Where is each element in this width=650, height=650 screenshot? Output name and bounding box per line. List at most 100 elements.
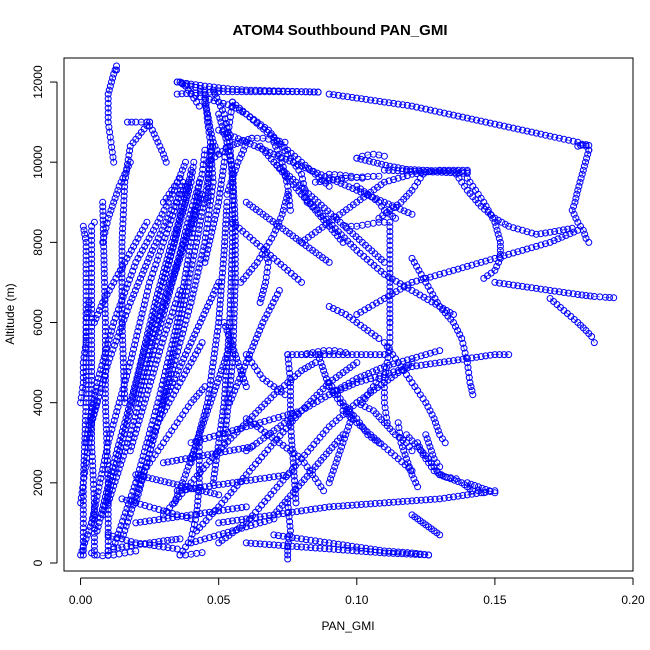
data-point [109,532,117,540]
data-point [380,499,388,507]
data-point [431,167,439,175]
data-point [256,475,264,483]
data-point [82,265,90,273]
series-track [411,258,474,395]
data-point [416,551,424,559]
data-point [231,237,239,245]
data-point [263,268,271,276]
data-point [206,299,213,306]
data-point [316,351,324,359]
data-point [433,423,441,431]
data-point [138,226,146,234]
data-point [348,351,356,359]
data-point [229,505,236,513]
data-point [170,304,178,312]
data-point [381,404,389,412]
data-point [353,186,361,194]
data-point [165,479,173,487]
data-point [134,390,142,398]
data-point [115,182,123,190]
data-point [180,475,188,483]
data-point [601,293,609,301]
data-point [385,499,393,506]
data-point [118,283,126,291]
data-point [197,175,205,183]
data-point [115,550,123,558]
data-point [413,170,421,178]
data-point [226,301,234,309]
data-point [436,463,444,471]
data-point [159,335,167,342]
data-point [113,408,121,416]
data-point [572,214,580,222]
data-point [311,359,319,367]
data-point [329,305,337,312]
data-point [150,516,158,524]
data-point [407,550,415,558]
data-point [104,104,112,112]
data-point [163,391,171,399]
data-point [215,278,223,286]
data-point [454,265,462,273]
data-point [227,274,235,282]
data-point [231,387,239,395]
data-point [325,90,333,98]
data-point [107,350,115,358]
data-point [80,470,88,478]
data-point [279,412,287,420]
data-point [207,376,215,384]
data-point [119,220,127,228]
data-point [86,434,93,442]
data-point [230,192,238,200]
data-point [216,114,224,122]
data-point [242,477,250,485]
data-point [403,101,411,109]
data-point [183,182,191,190]
data-point [498,218,506,226]
data-point [201,509,209,517]
data-point [325,503,333,511]
data-point [108,148,116,156]
data-point [287,527,294,535]
data-point [161,330,169,338]
data-point [454,112,462,120]
data-point [202,403,210,411]
data-point [386,232,394,240]
data-point [385,549,393,557]
data-point [320,367,328,375]
data-point [233,355,241,363]
data-point [411,550,419,558]
data-point [146,439,154,447]
data-point [242,515,250,523]
data-point [156,247,164,255]
data-point [401,451,409,459]
data-point [154,419,162,427]
data-point [96,479,104,487]
data-point [123,417,131,424]
data-point [126,447,134,455]
data-point [210,88,218,96]
data-point [181,236,189,244]
data-point [482,257,490,265]
data-point [113,310,121,318]
data-point [491,351,499,359]
data-point [194,323,202,330]
data-point [195,264,203,272]
series-track [146,121,167,163]
data-point [374,159,381,167]
series-track [94,222,148,323]
data-point [229,343,236,351]
data-point [190,485,198,493]
data-point [412,550,420,557]
data-point [247,347,255,355]
data-point [135,386,143,394]
data-point [339,541,347,549]
data-point [182,158,189,166]
data-point [398,443,406,451]
data-point [89,462,97,470]
data-point [465,369,473,377]
data-point [78,489,86,497]
data-point [186,303,194,311]
data-point [97,366,105,374]
data-point [436,531,444,539]
